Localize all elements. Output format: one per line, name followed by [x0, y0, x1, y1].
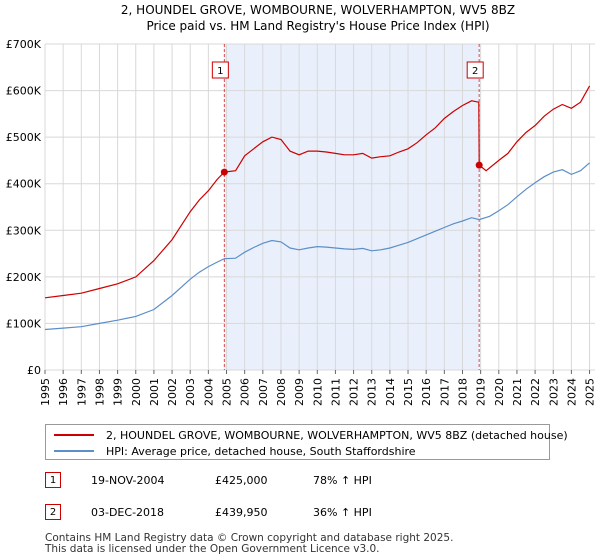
- x-tick-label: 2007: [257, 378, 270, 406]
- y-tick-label: £700K: [6, 38, 42, 51]
- legend-item-property: 2, HOUNDEL GROVE, WOMBOURNE, WOLVERHAMPT…: [54, 427, 568, 443]
- hpi-series-line: [44, 162, 590, 331]
- sale-price: £439,950: [215, 506, 268, 519]
- x-tick-label: 2018: [456, 378, 469, 406]
- sale-point: [220, 168, 228, 176]
- price-chart: 2, HOUNDEL GROVE, WOMBOURNE, WOLVERHAMPT…: [6, 3, 597, 406]
- footer-line-2: This data is licensed under the Open Gov…: [45, 543, 380, 555]
- legend-swatch-property: [54, 434, 94, 436]
- y-axis-ticks: £0 £100K £200K £300K £400K £500K £600K £700K: [6, 38, 42, 377]
- x-tick-label: 2024: [565, 378, 578, 406]
- chart-title: 2, HOUNDEL GROVE, WOMBOURNE, WOLVERHAMPT…: [121, 3, 515, 17]
- x-tick-label: 2019: [475, 378, 488, 406]
- x-tick-label: 1998: [93, 378, 106, 406]
- sale-row: 2 03-DEC-2018 £439,950 36% ↑ HPI: [45, 502, 565, 524]
- y-tick-label: £200K: [6, 271, 42, 284]
- x-tick-label: 2002: [166, 378, 179, 406]
- sale-annotation-box: [211, 61, 229, 79]
- footer-attribution: Contains HM Land Registry data © Crown c…: [45, 533, 453, 555]
- legend-label-property: 2, HOUNDEL GROVE, WOMBOURNE, WOLVERHAMPT…: [106, 428, 568, 442]
- x-tick-label: 2001: [148, 378, 161, 406]
- legend: 2, HOUNDEL GROVE, WOMBOURNE, WOLVERHAMPT…: [45, 424, 568, 460]
- legend-label-hpi: HPI: Average price, detached house, Sout…: [106, 444, 416, 458]
- property-series-line: [44, 85, 591, 299]
- y-tick-label: £400K: [6, 178, 42, 191]
- legend-swatch-hpi: [54, 450, 94, 452]
- x-tick-label: 2011: [329, 378, 342, 406]
- sale-row: 1 19-NOV-2004 £425,000 78% ↑ HPI: [45, 470, 565, 492]
- x-tick-label: 1995: [39, 378, 52, 406]
- y-tick-label: £300K: [6, 224, 42, 237]
- x-tick-label: 2013: [366, 378, 379, 406]
- x-tick-label: 2010: [311, 378, 324, 406]
- x-tick-label: 2000: [130, 378, 143, 406]
- x-tick-label: 2016: [420, 378, 433, 406]
- x-tick-label: 2012: [348, 378, 361, 406]
- sale-date: 03-DEC-2018: [91, 506, 165, 519]
- y-tick-label: £0: [27, 364, 41, 377]
- x-tick-label: 1997: [75, 378, 88, 406]
- sale-number-badge: 2: [45, 504, 61, 520]
- x-tick-label: 1996: [57, 378, 70, 406]
- grid-lines: [44, 43, 595, 371]
- sale-number-badge: 1: [45, 472, 61, 488]
- y-tick-label: £600K: [6, 85, 42, 98]
- sale-annotation-label: 2: [472, 66, 478, 77]
- sale-annotation-label: 1: [217, 66, 223, 77]
- sale-marker-lines: [223, 44, 480, 370]
- sale-annotation-box: [466, 61, 484, 79]
- sale-points: [220, 161, 483, 176]
- x-tick-label: 2014: [384, 378, 397, 406]
- x-tick-label: 2020: [493, 378, 506, 406]
- x-tick-label: 2008: [275, 378, 288, 406]
- x-axis-ticks: 1995 1996 1997 1998 1999 2000 2001 2002 2003 2004…: [39, 370, 597, 406]
- legend-item-hpi: HPI: Average price, detached house, Sout…: [54, 443, 416, 459]
- y-tick-label: £100K: [6, 317, 42, 330]
- chart-subtitle: Price paid vs. HM Land Registry's House …: [146, 19, 489, 33]
- x-tick-label: 2009: [293, 378, 306, 406]
- x-tick-label: 2006: [239, 378, 252, 406]
- x-tick-label: 2004: [202, 378, 215, 406]
- x-tick-label: 1999: [112, 378, 125, 406]
- sale-price: £425,000: [215, 474, 268, 487]
- x-tick-label: 2017: [438, 378, 451, 406]
- sale-hpi-change: 78% ↑ HPI: [313, 474, 372, 487]
- sale-date: 19-NOV-2004: [91, 474, 165, 487]
- x-tick-label: 2025: [584, 378, 597, 406]
- x-tick-label: 2015: [402, 378, 415, 406]
- x-tick-label: 2022: [529, 378, 542, 406]
- y-tick-label: £500K: [6, 131, 42, 144]
- x-tick-label: 2023: [547, 378, 560, 406]
- sale-hpi-change: 36% ↑ HPI: [313, 506, 372, 519]
- x-tick-label: 2005: [221, 378, 234, 406]
- x-tick-label: 2021: [511, 378, 524, 406]
- sale-point: [475, 161, 483, 169]
- x-tick-label: 2003: [184, 378, 197, 406]
- ownership-period-shade: [224, 44, 480, 370]
- footer-line-1: Contains HM Land Registry data © Crown c…: [45, 532, 454, 544]
